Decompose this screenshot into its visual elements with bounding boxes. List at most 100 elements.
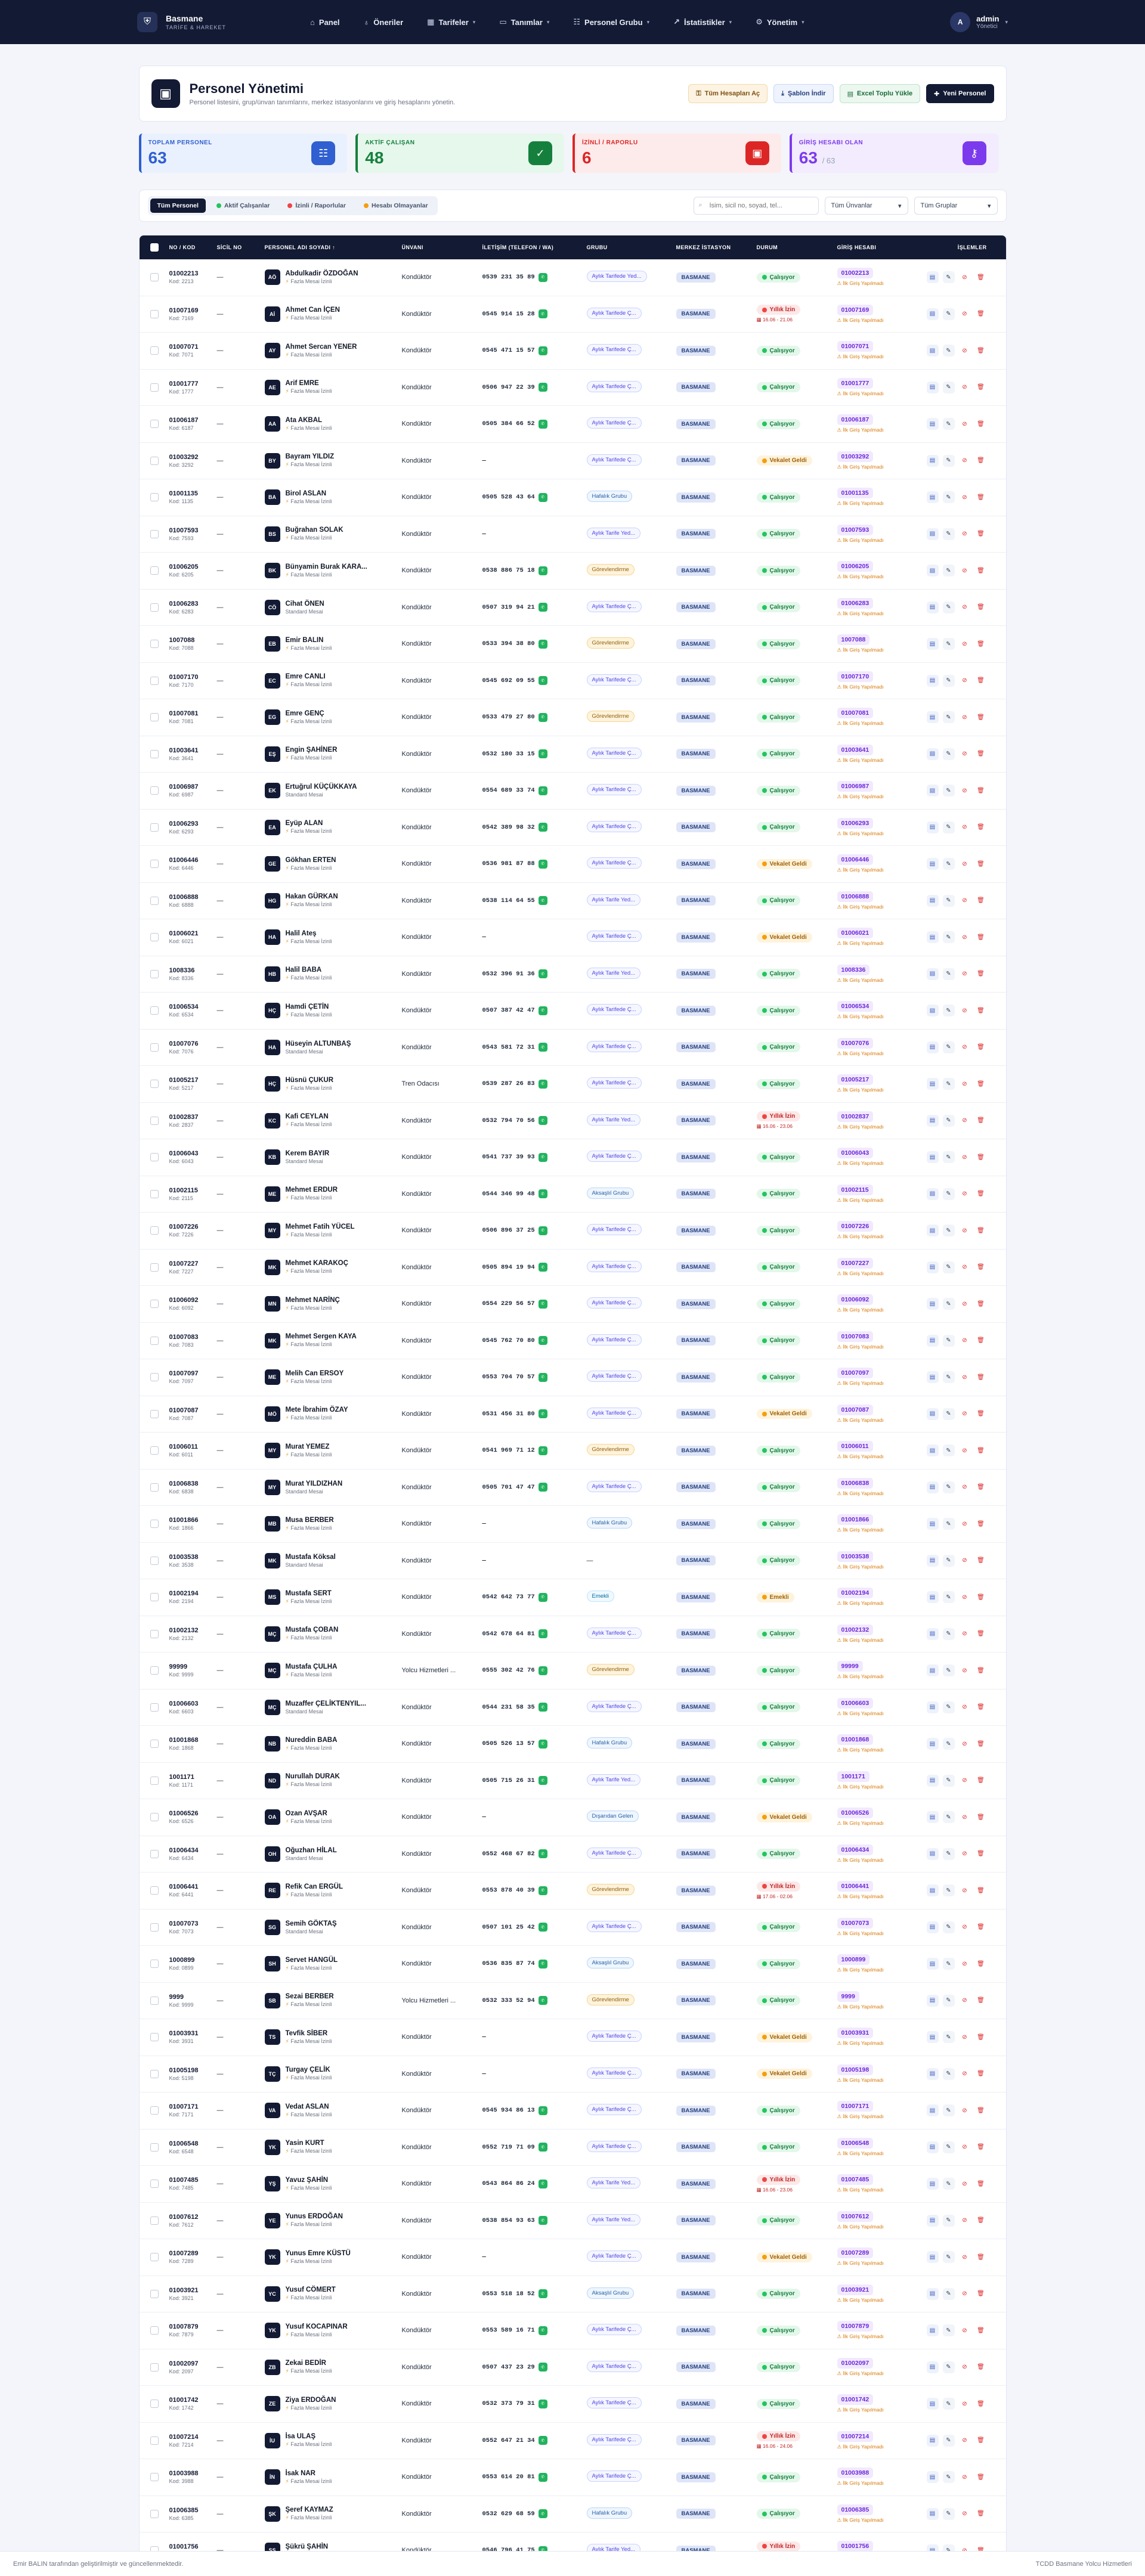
block-icon[interactable]: ⊘ — [958, 381, 971, 393]
tab-2[interactable]: İzinli / Raporlular — [280, 199, 353, 213]
edit-icon[interactable]: ✎ — [942, 418, 955, 430]
title-filter-select[interactable]: Tüm Ünvanlar ▾ — [824, 197, 908, 215]
block-icon[interactable]: ⊘ — [958, 454, 971, 467]
whatsapp-icon[interactable]: ✆ — [538, 1923, 547, 1932]
personnel-name[interactable]: Ahmet Sercan YENER — [285, 343, 357, 351]
whatsapp-icon[interactable]: ✆ — [538, 2436, 547, 2445]
id-card-icon[interactable]: ▤ — [926, 1811, 939, 1824]
table-row[interactable]: 01006293 Kod: 6293— EA Eyüp ALAN ⚡ Fazla Mes… — [139, 810, 1006, 846]
edit-icon[interactable]: ✎ — [942, 2471, 955, 2484]
trash-icon[interactable]: 🗑 — [974, 1078, 987, 1090]
id-card-icon[interactable]: ▤ — [926, 1994, 939, 2007]
block-icon[interactable]: ⊘ — [958, 1261, 971, 1273]
row-checkbox[interactable] — [150, 2473, 159, 2482]
block-icon[interactable]: ⊘ — [958, 1151, 971, 1164]
trash-icon[interactable]: 🗑 — [974, 1774, 987, 1787]
row-checkbox[interactable] — [150, 640, 159, 649]
personnel-name[interactable]: Mehmet Fatih YÜCEL — [285, 1223, 355, 1230]
table-row[interactable]: 01006043 Kod: 6043— KB Kerem BAYIR Standard … — [139, 1139, 1006, 1176]
table-row[interactable]: 01006441 Kod: 6441— RE Refik Can ERGÜL ⚡ Faz… — [139, 1873, 1006, 1909]
whatsapp-icon[interactable]: ✆ — [538, 2289, 547, 2299]
edit-icon[interactable]: ✎ — [942, 1114, 955, 1127]
edit-icon[interactable]: ✎ — [942, 528, 955, 540]
table-row[interactable]: 01006446 Kod: 6446— GE Gökhan ERTEN ⚡ Fazla … — [139, 846, 1006, 883]
edit-icon[interactable]: ✎ — [942, 2104, 955, 2117]
table-row[interactable]: 01007073 Kod: 7073— SG Semih GÖKTAŞ Standard… — [139, 1909, 1006, 1946]
block-icon[interactable]: ⊘ — [958, 2434, 971, 2447]
whatsapp-icon[interactable]: ✆ — [538, 1776, 547, 1785]
id-card-icon[interactable]: ▤ — [926, 491, 939, 504]
row-checkbox[interactable] — [150, 1960, 159, 1969]
block-icon[interactable]: ⊘ — [958, 785, 971, 797]
block-icon[interactable]: ⊘ — [958, 565, 971, 577]
id-card-icon[interactable]: ▤ — [926, 894, 939, 907]
personnel-name[interactable]: Yusuf CÖMERT — [285, 2286, 336, 2294]
trash-icon[interactable]: 🗑 — [974, 1958, 987, 1970]
edit-icon[interactable]: ✎ — [942, 1811, 955, 1824]
table-row[interactable]: 01005198 Kod: 5198— TÇ Turgay ÇELİK ⚡ Fazla … — [139, 2056, 1006, 2093]
id-card-icon[interactable]: ▤ — [926, 821, 939, 833]
block-icon[interactable]: ⊘ — [958, 1811, 971, 1824]
row-checkbox[interactable] — [150, 676, 159, 685]
id-card-icon[interactable]: ▤ — [926, 2434, 939, 2447]
trash-icon[interactable]: 🗑 — [974, 2067, 987, 2080]
whatsapp-icon[interactable]: ✆ — [538, 346, 547, 355]
trash-icon[interactable]: 🗑 — [974, 858, 987, 870]
trash-icon[interactable]: 🗑 — [974, 2507, 987, 2520]
table-row[interactable]: 01007593 Kod: 7593— BS Buğrahan SOLAK ⚡ Fazl… — [139, 516, 1006, 553]
trash-icon[interactable]: 🗑 — [974, 2287, 987, 2300]
id-card-icon[interactable]: ▤ — [926, 565, 939, 577]
edit-icon[interactable]: ✎ — [942, 1371, 955, 1384]
edit-icon[interactable]: ✎ — [942, 1005, 955, 1017]
table-row[interactable]: 01007289 Kod: 7289— YK Yunus Emre KÜSTÜ ⚡ Fa… — [139, 2239, 1006, 2276]
whatsapp-icon[interactable]: ✆ — [538, 1886, 547, 1895]
row-checkbox[interactable] — [150, 969, 159, 978]
edit-icon[interactable]: ✎ — [942, 821, 955, 833]
trash-icon[interactable]: 🗑 — [974, 1261, 987, 1273]
whatsapp-icon[interactable]: ✆ — [538, 749, 547, 759]
block-icon[interactable]: ⊘ — [958, 1114, 971, 1127]
row-checkbox[interactable] — [150, 603, 159, 612]
id-card-icon[interactable]: ▤ — [926, 1847, 939, 1860]
trash-icon[interactable]: 🗑 — [974, 1518, 987, 1530]
edit-icon[interactable]: ✎ — [942, 931, 955, 944]
edit-icon[interactable]: ✎ — [942, 2031, 955, 2044]
block-icon[interactable]: ⊘ — [958, 1334, 971, 1347]
personnel-name[interactable]: Semih GÖKTAŞ — [285, 1920, 337, 1927]
trash-icon[interactable]: 🗑 — [974, 821, 987, 833]
block-icon[interactable]: ⊘ — [958, 2214, 971, 2227]
id-card-icon[interactable]: ▤ — [926, 2104, 939, 2117]
table-row[interactable]: 01006548 Kod: 6548— YK Yasin KURT ⚡ Fazla Me… — [139, 2129, 1006, 2166]
personnel-name[interactable]: Yunus ERDOĞAN — [285, 2213, 343, 2221]
table-row[interactable]: 01007171 Kod: 7171— VA Vedat ASLAN ⚡ Fazla M… — [139, 2093, 1006, 2129]
personnel-name[interactable]: Emre CANLI — [285, 673, 326, 681]
row-checkbox[interactable] — [150, 749, 159, 758]
row-checkbox[interactable] — [150, 1813, 159, 1822]
id-card-icon[interactable]: ▤ — [926, 748, 939, 760]
table-row[interactable]: 01002213 Kod: 2213— AÖ Abdulkadir ÖZDOĞAN ⚡ … — [139, 259, 1006, 296]
edit-icon[interactable]: ✎ — [942, 858, 955, 870]
id-card-icon[interactable]: ▤ — [926, 1958, 939, 1970]
id-card-icon[interactable]: ▤ — [926, 1041, 939, 1053]
row-checkbox[interactable] — [150, 2143, 159, 2152]
id-card-icon[interactable]: ▤ — [926, 2141, 939, 2153]
row-checkbox[interactable] — [150, 1409, 159, 1418]
table-row[interactable]: 01001777 Kod: 1777— AE Arif EMRE ⚡ Fazla Mes… — [139, 370, 1006, 406]
table-row[interactable]: 01002115 Kod: 2115— ME Mehmet ERDUR ⚡ Fazla … — [139, 1176, 1006, 1213]
table-row[interactable]: 01007169 Kod: 7169— Aİ Ahmet Can İÇEN ⚡ Fazl… — [139, 296, 1006, 333]
table-row[interactable]: 01006888 Kod: 6888— HG Hakan GÜRKAN ⚡ Fazla … — [139, 883, 1006, 919]
row-checkbox[interactable] — [150, 2033, 159, 2042]
edit-icon[interactable]: ✎ — [942, 748, 955, 760]
id-card-icon[interactable]: ▤ — [926, 1408, 939, 1420]
personnel-name[interactable]: Mustafa ÇULHA — [285, 1663, 338, 1670]
table-row[interactable]: 99999 Kod: 9999— MÇ Mustafa ÇULHA ⚡ Fazla Me… — [139, 1653, 1006, 1690]
block-icon[interactable]: ⊘ — [958, 1481, 971, 1493]
whatsapp-icon[interactable]: ✆ — [538, 383, 547, 392]
table-row[interactable]: 01002132 Kod: 2132— MÇ Mustafa ÇOBAN ⚡ Fazla… — [139, 1616, 1006, 1653]
block-icon[interactable]: ⊘ — [958, 2361, 971, 2373]
row-checkbox[interactable] — [150, 346, 159, 355]
personnel-name[interactable]: Ziya ERDOĞAN — [285, 2396, 336, 2404]
personnel-name[interactable]: Turgay ÇELİK — [285, 2066, 330, 2074]
block-icon[interactable]: ⊘ — [958, 1774, 971, 1787]
row-checkbox[interactable] — [150, 1923, 159, 1932]
